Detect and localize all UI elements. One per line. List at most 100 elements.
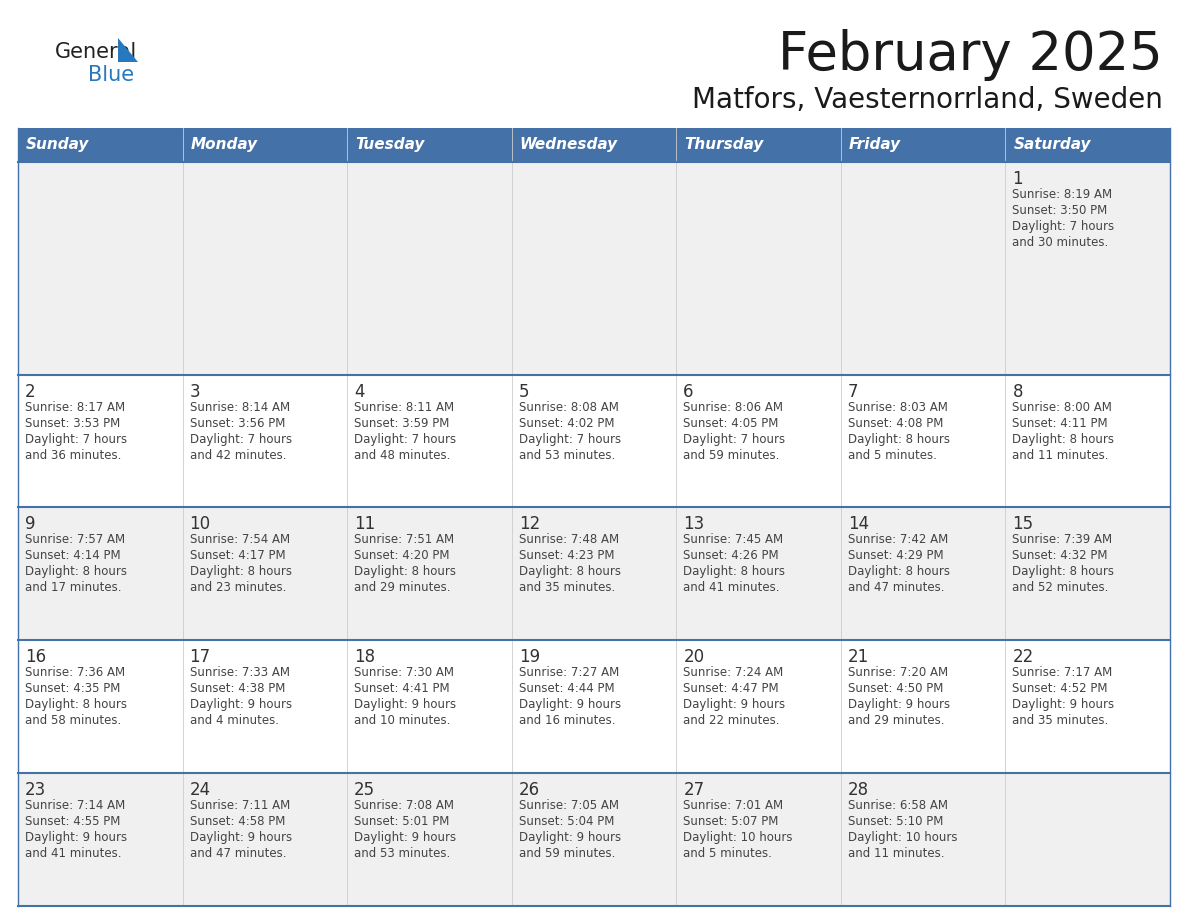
Text: Sunrise: 8:00 AM: Sunrise: 8:00 AM [1012,400,1112,414]
Text: and 10 minutes.: and 10 minutes. [354,714,450,727]
Text: Sunset: 4:02 PM: Sunset: 4:02 PM [519,417,614,430]
Text: 22: 22 [1012,648,1034,666]
Text: Sunset: 4:14 PM: Sunset: 4:14 PM [25,550,121,563]
Text: Matfors, Vaesternorrland, Sweden: Matfors, Vaesternorrland, Sweden [693,86,1163,114]
Text: Daylight: 8 hours: Daylight: 8 hours [1012,565,1114,578]
Text: and 59 minutes.: and 59 minutes. [683,449,779,462]
Text: 7: 7 [848,383,859,400]
Text: Sunset: 4:32 PM: Sunset: 4:32 PM [1012,550,1108,563]
Text: 8: 8 [1012,383,1023,400]
Text: Sunrise: 7:20 AM: Sunrise: 7:20 AM [848,666,948,679]
Text: Sunset: 5:10 PM: Sunset: 5:10 PM [848,815,943,828]
Text: and 35 minutes.: and 35 minutes. [1012,714,1108,727]
Bar [841,128,1005,162]
Text: Sunrise: 7:24 AM: Sunrise: 7:24 AM [683,666,784,679]
Text: Daylight: 9 hours: Daylight: 9 hours [683,699,785,711]
Text: 20: 20 [683,648,704,666]
Text: Sunset: 5:04 PM: Sunset: 5:04 PM [519,815,614,828]
Text: 4: 4 [354,383,365,400]
Text: Sunset: 4:08 PM: Sunset: 4:08 PM [848,417,943,430]
Text: Daylight: 8 hours: Daylight: 8 hours [848,432,950,445]
Text: Daylight: 7 hours: Daylight: 7 hours [519,432,621,445]
Text: Sunrise: 7:01 AM: Sunrise: 7:01 AM [683,800,783,812]
Text: Sunset: 4:38 PM: Sunset: 4:38 PM [190,682,285,695]
Text: 18: 18 [354,648,375,666]
Text: Sunrise: 7:39 AM: Sunrise: 7:39 AM [1012,533,1112,546]
Text: 12: 12 [519,515,541,533]
Text: and 53 minutes.: and 53 minutes. [519,449,615,462]
Bar [18,375,1170,508]
Text: 19: 19 [519,648,539,666]
Text: Daylight: 8 hours: Daylight: 8 hours [683,565,785,578]
Text: 9: 9 [25,515,36,533]
Text: Daylight: 8 hours: Daylight: 8 hours [519,565,620,578]
Text: and 53 minutes.: and 53 minutes. [354,847,450,860]
Text: and 47 minutes.: and 47 minutes. [190,847,286,860]
Bar [1005,128,1170,162]
Text: Sunset: 3:56 PM: Sunset: 3:56 PM [190,417,285,430]
Text: Sunrise: 8:03 AM: Sunrise: 8:03 AM [848,400,948,414]
Text: 6: 6 [683,383,694,400]
Text: 1: 1 [1012,170,1023,188]
Polygon shape [118,38,138,62]
Bar [18,162,1170,375]
Bar [18,773,1170,906]
Text: Wednesday: Wednesday [519,138,618,152]
Text: Sunrise: 6:58 AM: Sunrise: 6:58 AM [848,800,948,812]
Text: Thursday: Thursday [684,138,764,152]
Text: Daylight: 9 hours: Daylight: 9 hours [519,831,621,845]
Text: Sunrise: 7:33 AM: Sunrise: 7:33 AM [190,666,290,679]
Text: Sunrise: 7:36 AM: Sunrise: 7:36 AM [25,666,125,679]
Text: Daylight: 9 hours: Daylight: 9 hours [848,699,950,711]
Text: Sunrise: 7:11 AM: Sunrise: 7:11 AM [190,800,290,812]
Text: Daylight: 9 hours: Daylight: 9 hours [1012,699,1114,711]
Text: Sunset: 5:01 PM: Sunset: 5:01 PM [354,815,449,828]
Text: and 22 minutes.: and 22 minutes. [683,714,779,727]
Text: and 41 minutes.: and 41 minutes. [683,581,779,595]
Text: Sunrise: 7:27 AM: Sunrise: 7:27 AM [519,666,619,679]
Text: and 36 minutes.: and 36 minutes. [25,449,121,462]
Text: Saturday: Saturday [1013,138,1091,152]
Text: Sunrise: 7:17 AM: Sunrise: 7:17 AM [1012,666,1113,679]
Text: 11: 11 [354,515,375,533]
Text: and 35 minutes.: and 35 minutes. [519,581,615,595]
Text: 26: 26 [519,781,539,800]
Text: Sunset: 4:23 PM: Sunset: 4:23 PM [519,550,614,563]
Text: and 5 minutes.: and 5 minutes. [848,449,936,462]
Text: Monday: Monday [190,138,258,152]
Text: Daylight: 10 hours: Daylight: 10 hours [848,831,958,845]
Text: Sunrise: 7:05 AM: Sunrise: 7:05 AM [519,800,619,812]
Text: Sunrise: 7:51 AM: Sunrise: 7:51 AM [354,533,454,546]
Text: and 11 minutes.: and 11 minutes. [1012,449,1108,462]
Text: 3: 3 [190,383,201,400]
Text: Sunset: 4:11 PM: Sunset: 4:11 PM [1012,417,1108,430]
Text: 17: 17 [190,648,210,666]
Text: Sunset: 4:17 PM: Sunset: 4:17 PM [190,550,285,563]
Text: 5: 5 [519,383,529,400]
Text: Sunset: 4:52 PM: Sunset: 4:52 PM [1012,682,1108,695]
Text: Daylight: 7 hours: Daylight: 7 hours [1012,220,1114,233]
Bar [347,128,512,162]
Text: and 58 minutes.: and 58 minutes. [25,714,121,727]
Text: 10: 10 [190,515,210,533]
Text: and 41 minutes.: and 41 minutes. [25,847,121,860]
Text: 2: 2 [25,383,36,400]
Text: Blue: Blue [88,65,134,85]
Text: Sunset: 3:53 PM: Sunset: 3:53 PM [25,417,120,430]
Text: Sunrise: 8:19 AM: Sunrise: 8:19 AM [1012,188,1112,201]
Text: Daylight: 8 hours: Daylight: 8 hours [25,565,127,578]
Text: 27: 27 [683,781,704,800]
Text: Sunset: 4:55 PM: Sunset: 4:55 PM [25,815,120,828]
Text: and 52 minutes.: and 52 minutes. [1012,581,1108,595]
Bar [183,128,347,162]
Text: and 23 minutes.: and 23 minutes. [190,581,286,595]
Text: Sunday: Sunday [26,138,89,152]
Text: Friday: Friday [849,138,901,152]
Text: Sunrise: 7:48 AM: Sunrise: 7:48 AM [519,533,619,546]
Text: Daylight: 8 hours: Daylight: 8 hours [848,565,950,578]
Text: 23: 23 [25,781,46,800]
Text: 13: 13 [683,515,704,533]
Text: Sunrise: 7:45 AM: Sunrise: 7:45 AM [683,533,783,546]
Text: Daylight: 10 hours: Daylight: 10 hours [683,831,792,845]
Bar [18,128,183,162]
